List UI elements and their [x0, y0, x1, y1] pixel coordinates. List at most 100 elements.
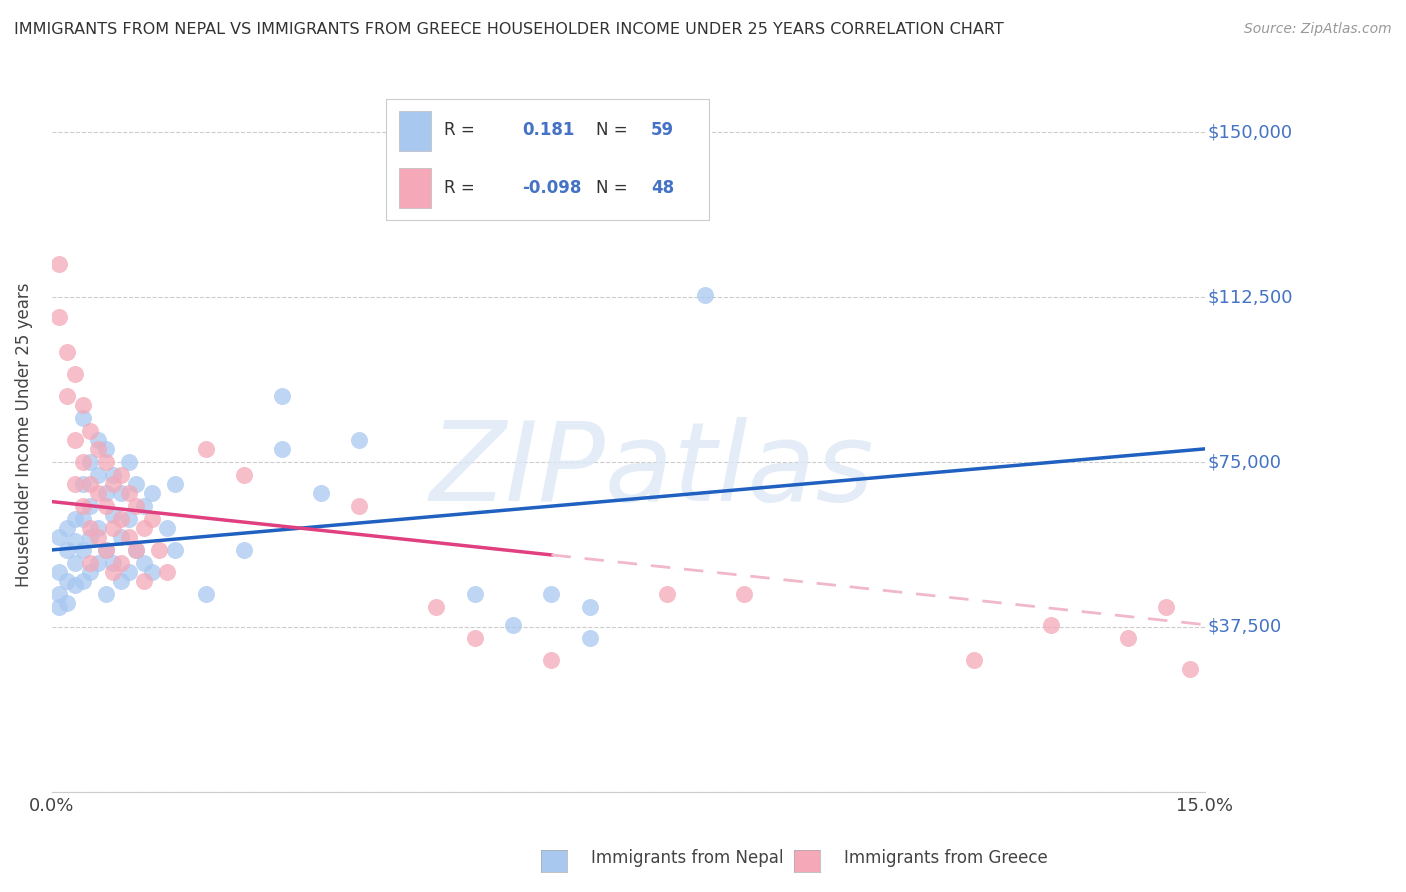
Point [48, 587, 70, 601]
Point [103, 508, 125, 522]
Point [125, 477, 148, 491]
Point [1116, 631, 1139, 645]
Point [48, 565, 70, 579]
Text: $75,000: $75,000 [1208, 453, 1281, 471]
Point [87, 485, 110, 500]
Point [125, 499, 148, 513]
Point [110, 485, 132, 500]
Point [271, 442, 294, 456]
Point [425, 600, 447, 615]
Point [579, 600, 602, 615]
Point [117, 565, 139, 579]
Point [72, 398, 94, 412]
Point [72, 512, 94, 526]
Point [63, 433, 86, 447]
Point [56, 574, 79, 588]
Point [117, 485, 139, 500]
Point [87, 468, 110, 483]
Point [79, 521, 101, 535]
Text: IMMIGRANTS FROM NEPAL VS IMMIGRANTS FROM GREECE HOUSEHOLDER INCOME UNDER 25 YEAR: IMMIGRANTS FROM NEPAL VS IMMIGRANTS FROM… [14, 22, 1004, 37]
Point [194, 442, 217, 456]
Point [103, 556, 125, 570]
Point [103, 565, 125, 579]
Point [48, 600, 70, 615]
Point [110, 556, 132, 570]
Point [94, 485, 117, 500]
Point [72, 543, 94, 558]
Point [233, 468, 256, 483]
Point [87, 556, 110, 570]
Point [579, 631, 602, 645]
Point [194, 587, 217, 601]
Point [72, 574, 94, 588]
Point [163, 477, 186, 491]
Point [733, 587, 755, 601]
Point [1040, 617, 1063, 632]
Point [132, 556, 155, 570]
Point [148, 543, 170, 558]
Point [156, 521, 179, 535]
Point [117, 455, 139, 469]
Point [141, 565, 163, 579]
Point [540, 653, 562, 667]
Text: ZIPatlas: ZIPatlas [429, 417, 873, 524]
Point [1178, 662, 1201, 676]
Point [56, 596, 79, 610]
Point [464, 587, 486, 601]
Point [464, 631, 486, 645]
Point [94, 455, 117, 469]
Point [79, 455, 101, 469]
Point [125, 543, 148, 558]
Point [87, 433, 110, 447]
Text: Immigrants from Greece: Immigrants from Greece [844, 849, 1047, 867]
Point [63, 556, 86, 570]
Point [163, 543, 186, 558]
Point [103, 477, 125, 491]
Point [87, 521, 110, 535]
Point [56, 345, 79, 359]
Point [79, 565, 101, 579]
Point [132, 574, 155, 588]
Point [233, 543, 256, 558]
Point [103, 521, 125, 535]
Point [1156, 600, 1178, 615]
Point [110, 468, 132, 483]
Point [110, 530, 132, 544]
Point [79, 530, 101, 544]
Text: Source: ZipAtlas.com: Source: ZipAtlas.com [1244, 22, 1392, 37]
Point [110, 574, 132, 588]
Point [63, 534, 86, 549]
Point [156, 565, 179, 579]
Point [79, 424, 101, 438]
Point [56, 543, 79, 558]
Point [48, 310, 70, 324]
Point [56, 389, 79, 403]
Point [271, 389, 294, 403]
Point [72, 499, 94, 513]
Point [79, 477, 101, 491]
Point [94, 543, 117, 558]
Text: $150,000: $150,000 [1208, 123, 1292, 142]
Point [502, 617, 524, 632]
Point [94, 543, 117, 558]
Point [655, 587, 678, 601]
Point [63, 512, 86, 526]
Point [56, 521, 79, 535]
Point [540, 587, 562, 601]
Point [695, 288, 717, 302]
Point [79, 499, 101, 513]
Point [132, 499, 155, 513]
Point [72, 477, 94, 491]
Point [963, 653, 986, 667]
Point [132, 521, 155, 535]
Text: Immigrants from Nepal: Immigrants from Nepal [591, 849, 783, 867]
Point [141, 512, 163, 526]
Point [94, 442, 117, 456]
Point [79, 556, 101, 570]
Y-axis label: Householder Income Under 25 years: Householder Income Under 25 years [15, 283, 32, 587]
Point [63, 578, 86, 592]
Point [48, 530, 70, 544]
Point [87, 530, 110, 544]
Text: $37,500: $37,500 [1208, 618, 1281, 636]
Point [117, 530, 139, 544]
